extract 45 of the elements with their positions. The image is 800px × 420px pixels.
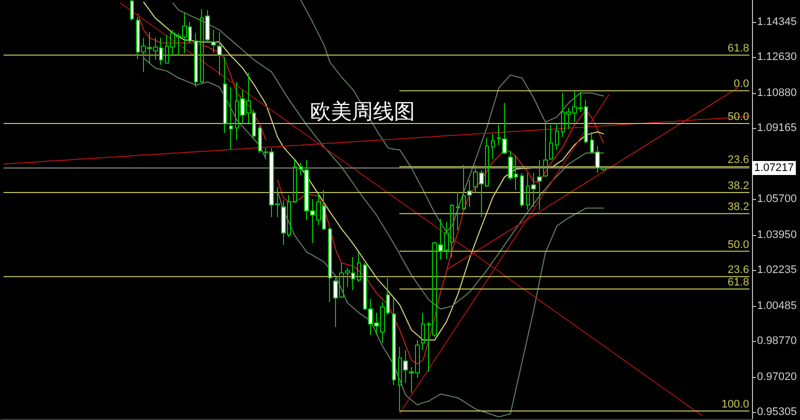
candlestick bbox=[462, 164, 466, 210]
candlestick bbox=[537, 159, 542, 210]
series-label: 23.6 bbox=[728, 264, 750, 276]
candlestick bbox=[223, 56, 227, 134]
series-label: 100.0 bbox=[722, 398, 750, 411]
y-tick-label: 1.03950 bbox=[757, 228, 797, 241]
y-tick-label: 1.05700 bbox=[757, 193, 797, 206]
candlestick bbox=[467, 180, 472, 208]
y-tick-label: 0.98770 bbox=[757, 334, 797, 347]
candlestick bbox=[549, 124, 553, 160]
y-tick-label: 1.09165 bbox=[757, 122, 797, 134]
candlestick bbox=[293, 159, 297, 204]
candlestick bbox=[194, 32, 198, 88]
y-tick-label: 1.02235 bbox=[757, 264, 797, 276]
series-label: 38.2 bbox=[728, 201, 750, 214]
text: 欧美周线图 bbox=[310, 100, 415, 124]
series-label: 61.8 bbox=[728, 42, 750, 55]
candlestick bbox=[328, 227, 332, 303]
series-label: 38.2 bbox=[728, 180, 750, 192]
y-tick-label: 0.97020 bbox=[757, 370, 797, 383]
series-label: 0.0 bbox=[734, 78, 750, 90]
line-series bbox=[300, 0, 604, 233]
candlestick bbox=[217, 31, 222, 76]
y-tick-label: 1.10880 bbox=[757, 86, 797, 99]
candlestick bbox=[211, 29, 216, 54]
series-label: 23.6 bbox=[728, 154, 750, 166]
series-label: 61.8 bbox=[728, 276, 750, 288]
candlestick bbox=[130, 0, 134, 22]
candlestick bbox=[258, 125, 262, 154]
y-tick-label: 1.00485 bbox=[757, 300, 797, 312]
candlestick bbox=[229, 86, 233, 150]
series-label: 50.0 bbox=[728, 238, 750, 251]
candlestick bbox=[392, 297, 396, 386]
candlestick bbox=[520, 172, 524, 208]
candlestick bbox=[421, 312, 425, 350]
series-label: 1.07217 bbox=[754, 162, 794, 174]
candlestick bbox=[543, 123, 548, 178]
candlestick bbox=[456, 191, 460, 230]
candlestick bbox=[357, 252, 361, 282]
candlestick bbox=[555, 122, 559, 150]
candlestick bbox=[491, 133, 495, 160]
y-tick-label: 0.95305 bbox=[757, 406, 797, 418]
y-tick-label: 1.14345 bbox=[757, 16, 797, 28]
y-tick-label: 1.12630 bbox=[757, 51, 797, 64]
candlestick bbox=[299, 162, 303, 176]
